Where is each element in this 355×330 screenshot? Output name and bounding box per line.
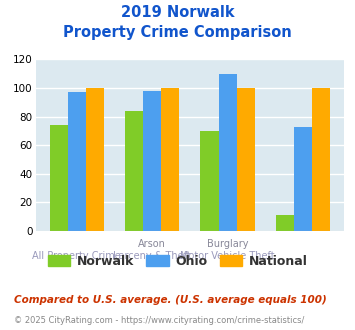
- Text: Arson: Arson: [138, 239, 166, 249]
- Text: © 2025 CityRating.com - https://www.cityrating.com/crime-statistics/: © 2025 CityRating.com - https://www.city…: [14, 316, 305, 325]
- Bar: [276, 215, 294, 231]
- Text: 2019 Norwalk: 2019 Norwalk: [121, 5, 234, 20]
- Bar: [125, 111, 143, 231]
- Bar: [201, 131, 219, 231]
- Bar: [237, 88, 255, 231]
- Legend: Norwalk, Ohio, National: Norwalk, Ohio, National: [43, 249, 312, 273]
- Bar: [312, 88, 330, 231]
- Bar: [219, 74, 237, 231]
- Text: Burglary: Burglary: [207, 239, 248, 249]
- Bar: [161, 88, 179, 231]
- Bar: [68, 92, 86, 231]
- Text: Motor Vehicle Theft: Motor Vehicle Theft: [180, 251, 275, 261]
- Text: All Property Crime: All Property Crime: [32, 251, 121, 261]
- Bar: [50, 125, 68, 231]
- Text: Compared to U.S. average. (U.S. average equals 100): Compared to U.S. average. (U.S. average …: [14, 295, 327, 305]
- Text: Property Crime Comparison: Property Crime Comparison: [63, 25, 292, 40]
- Bar: [143, 91, 161, 231]
- Bar: [86, 88, 104, 231]
- Bar: [294, 127, 312, 231]
- Text: Larceny & Theft: Larceny & Theft: [113, 251, 191, 261]
